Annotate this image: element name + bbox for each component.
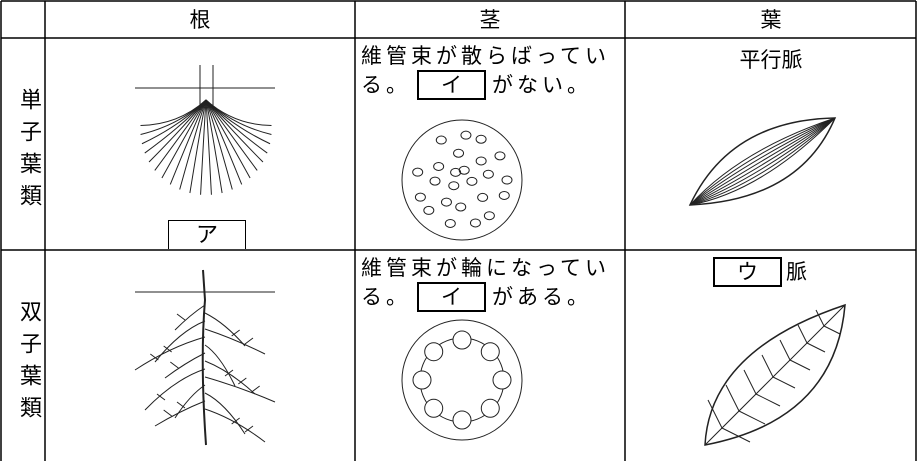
illustration bbox=[689, 117, 836, 206]
text: がある。 bbox=[492, 285, 592, 309]
illustration bbox=[169, 99, 207, 185]
illustration bbox=[424, 398, 444, 418]
illustration bbox=[455, 202, 467, 212]
illustration bbox=[401, 319, 523, 441]
stem-text: 維管束が散らばっている。イがない。 bbox=[361, 42, 631, 100]
illustration bbox=[475, 156, 487, 166]
illustration bbox=[204, 392, 246, 435]
illustration bbox=[480, 342, 500, 362]
illustration bbox=[164, 352, 206, 379]
illustration bbox=[205, 99, 212, 195]
leaf-text: 平行脈 bbox=[739, 48, 803, 72]
answer-box: イ bbox=[417, 282, 486, 312]
illustration bbox=[460, 130, 472, 140]
text: がない。 bbox=[492, 73, 592, 97]
illustration bbox=[779, 339, 811, 371]
illustration bbox=[429, 176, 441, 186]
illustration bbox=[450, 167, 462, 177]
illustration bbox=[412, 370, 432, 390]
illustration bbox=[174, 304, 206, 331]
illustration bbox=[204, 328, 266, 355]
illustration bbox=[154, 400, 206, 427]
illustration bbox=[689, 117, 836, 206]
row-label: 単子葉類 bbox=[16, 88, 41, 216]
illustration bbox=[205, 99, 233, 190]
header: 茎 bbox=[479, 8, 501, 32]
illustration bbox=[204, 344, 236, 387]
illustration bbox=[205, 99, 272, 126]
illustration bbox=[466, 176, 478, 186]
illustration bbox=[492, 370, 512, 390]
illustration bbox=[689, 117, 836, 206]
illustration bbox=[444, 218, 456, 228]
illustration bbox=[154, 320, 206, 363]
illustration bbox=[475, 134, 487, 144]
text: 維管束が輪になっている。 bbox=[361, 256, 610, 309]
illustration bbox=[174, 384, 206, 419]
illustration bbox=[494, 151, 506, 161]
illustration bbox=[401, 119, 523, 241]
illustration bbox=[204, 408, 266, 443]
illustration bbox=[477, 192, 489, 202]
answer-box: ア bbox=[168, 220, 246, 249]
illustration bbox=[483, 211, 495, 221]
illustration bbox=[144, 368, 206, 411]
illustration bbox=[480, 398, 500, 418]
illustration bbox=[435, 135, 447, 145]
illustration bbox=[797, 324, 826, 353]
illustration bbox=[205, 99, 251, 179]
illustration bbox=[761, 354, 796, 389]
illustration bbox=[201, 269, 207, 446]
illustration bbox=[458, 165, 470, 175]
illustration bbox=[179, 99, 207, 190]
illustration bbox=[452, 330, 472, 350]
header: 根 bbox=[189, 8, 211, 32]
text: 脈 bbox=[786, 260, 807, 284]
illustration bbox=[448, 181, 460, 191]
illustration bbox=[689, 117, 836, 206]
illustration bbox=[725, 384, 766, 425]
illustration bbox=[200, 99, 207, 195]
illustration bbox=[204, 360, 256, 395]
illustration bbox=[689, 117, 836, 206]
illustration bbox=[469, 218, 481, 228]
illustration bbox=[689, 117, 836, 206]
answer-box: ウ bbox=[713, 257, 782, 287]
leaf-text: ウ脈 bbox=[713, 256, 807, 287]
illustration bbox=[433, 161, 445, 171]
illustration bbox=[704, 304, 846, 446]
illustration bbox=[161, 99, 207, 179]
illustration bbox=[205, 99, 243, 185]
illustration bbox=[134, 336, 206, 371]
illustration bbox=[453, 148, 465, 158]
illustration bbox=[452, 410, 472, 430]
illustration bbox=[707, 399, 751, 443]
illustration bbox=[440, 197, 452, 207]
row-label: 双子葉類 bbox=[16, 300, 41, 428]
illustration bbox=[204, 376, 276, 403]
illustration bbox=[424, 342, 444, 362]
illustration bbox=[815, 309, 841, 335]
illustration bbox=[689, 117, 836, 206]
illustration bbox=[189, 99, 207, 194]
illustration bbox=[689, 117, 836, 206]
illustration bbox=[204, 312, 246, 347]
illustration bbox=[412, 167, 424, 177]
illustration bbox=[414, 192, 426, 202]
illustration bbox=[501, 175, 513, 185]
illustration bbox=[154, 99, 207, 171]
stem-text: 維管束が輪になっている。イがある。 bbox=[361, 254, 631, 312]
illustration bbox=[205, 99, 223, 194]
text: 維管束が散らばっている。 bbox=[361, 44, 610, 97]
answer-box: イ bbox=[417, 70, 486, 100]
illustration bbox=[423, 205, 435, 215]
header: 葉 bbox=[760, 8, 782, 32]
illustration bbox=[482, 169, 494, 179]
illustration bbox=[743, 369, 781, 407]
illustration bbox=[498, 190, 510, 200]
